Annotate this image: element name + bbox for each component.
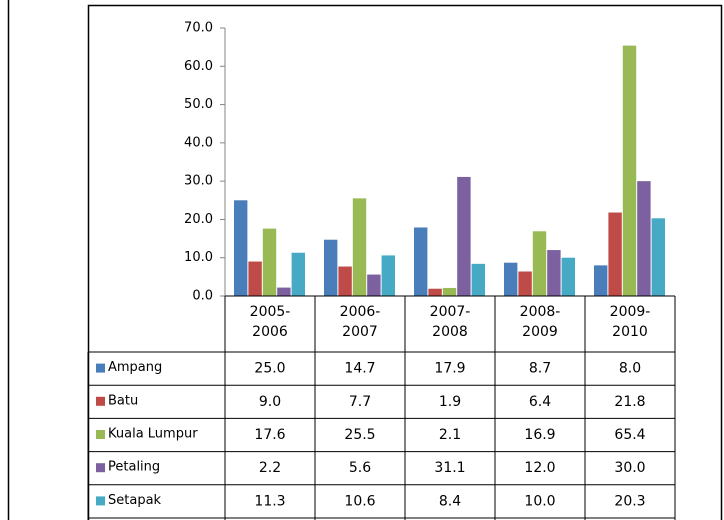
- category-cell: 2009-2010: [609, 304, 651, 340]
- bar: [234, 200, 248, 296]
- y-tick-label: 50.0: [184, 97, 213, 112]
- bar: [651, 218, 665, 296]
- table-value: 16.9: [524, 427, 555, 443]
- table-value: 17.6: [254, 427, 285, 443]
- x-tick-label: 2009-2010: [609, 304, 651, 340]
- category-cell: 2008-2009: [519, 304, 561, 340]
- category-cell: 2007-2008: [429, 304, 471, 340]
- bar: [352, 198, 367, 296]
- table-value: 2.2: [259, 460, 281, 476]
- bar: [518, 271, 532, 296]
- y-tick-label: 60.0: [184, 59, 213, 74]
- table-value: 30.0: [614, 460, 645, 476]
- y-tick-label: 20.0: [184, 212, 213, 227]
- bar: [291, 252, 305, 296]
- table-value: 25.5: [344, 427, 375, 443]
- x-tick-label: 2007-2008: [429, 304, 471, 340]
- table-value: 20.3: [614, 493, 645, 509]
- bar: [262, 228, 277, 296]
- legend-label: Kuala Lumpur: [108, 427, 198, 442]
- table-value: 11.3: [254, 493, 285, 509]
- bar: [471, 263, 485, 296]
- bar: [428, 288, 442, 296]
- legend-swatch: [96, 463, 105, 473]
- x-tick-label: 2008-2009: [519, 304, 561, 340]
- legend-label: Petaling: [108, 460, 160, 475]
- chart-frame: [87, 4, 723, 520]
- table-value: 8.4: [439, 493, 461, 509]
- bar: [622, 45, 637, 297]
- legend-swatch: [96, 496, 105, 506]
- bar: [637, 181, 651, 296]
- table-value: 1.9: [439, 394, 461, 410]
- table-value: 25.0: [254, 361, 285, 377]
- legend-swatch: [96, 363, 105, 373]
- bar: [367, 274, 381, 296]
- table-value: 14.7: [344, 361, 375, 377]
- bar: [248, 261, 262, 296]
- category-cell: 2006-2007: [339, 304, 381, 340]
- table-value: 10.6: [344, 493, 375, 509]
- legend-label: Setapak: [108, 493, 162, 508]
- bar: [594, 265, 608, 296]
- table-value: 17.9: [434, 361, 465, 377]
- bar: [457, 176, 471, 296]
- legend-label: Ampang: [108, 360, 162, 375]
- y-tick-label: 70.0: [184, 21, 213, 36]
- table-value: 8.0: [619, 361, 641, 377]
- table-value: 5.6: [349, 460, 371, 476]
- legend-swatch: [96, 396, 105, 406]
- table-value: 12.0: [524, 460, 555, 476]
- y-tick-label: 40.0: [184, 135, 213, 150]
- table-value: 8.7: [529, 361, 551, 377]
- x-tick-label: 2005-2006: [249, 304, 291, 340]
- y-tick-label: 30.0: [184, 174, 213, 189]
- bar: [608, 212, 622, 296]
- bar: [324, 239, 338, 296]
- table-value: 21.8: [614, 394, 645, 410]
- table-value: 65.4: [614, 427, 645, 443]
- bar: [561, 257, 575, 296]
- bar: [338, 266, 352, 296]
- bar: [381, 255, 395, 296]
- table-value: 9.0: [259, 394, 281, 410]
- bar: [277, 287, 291, 296]
- table-value: 10.0: [524, 493, 555, 509]
- table-value: 2.1: [439, 427, 461, 443]
- bar: [442, 287, 457, 296]
- y-tick-label: 0.0: [192, 289, 213, 304]
- category-cell: 2005-2006: [249, 304, 291, 340]
- table-value: 6.4: [529, 394, 551, 410]
- legend-label: Batu: [108, 393, 138, 408]
- legend-swatch: [96, 430, 105, 439]
- table-value: 7.7: [349, 394, 371, 410]
- x-tick-label: 2006-2007: [339, 304, 381, 340]
- bar: [547, 250, 561, 296]
- bar: [414, 227, 428, 296]
- y-tick-label: 10.0: [184, 250, 213, 265]
- table-value: 31.1: [434, 460, 465, 476]
- bar: [532, 231, 547, 296]
- bar: [504, 262, 518, 296]
